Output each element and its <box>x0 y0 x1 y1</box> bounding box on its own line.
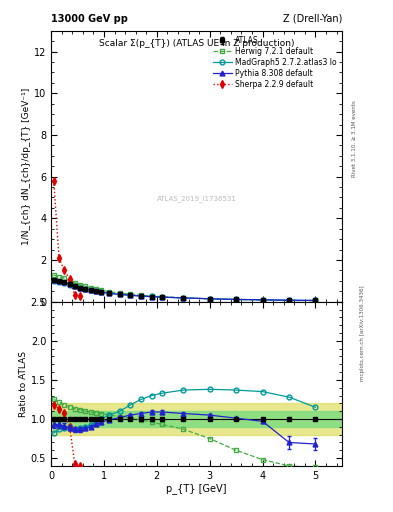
Bar <box>51 411 342 427</box>
MadGraph5 2.7.2.atlas3 lo <box>107 290 112 296</box>
Pythia 8.308 default <box>83 286 88 292</box>
Pythia 8.308 default <box>118 291 122 297</box>
Pythia 8.308 default <box>51 276 56 283</box>
Line: MadGraph5 2.7.2.atlas3 lo: MadGraph5 2.7.2.atlas3 lo <box>51 279 318 303</box>
MadGraph5 2.7.2.atlas3 lo <box>83 286 88 292</box>
Herwig 7.2.1 default <box>234 296 239 303</box>
Pythia 8.308 default <box>88 287 93 293</box>
Herwig 7.2.1 default <box>78 282 83 288</box>
Text: 13000 GeV pp: 13000 GeV pp <box>51 14 128 24</box>
Pythia 8.308 default <box>286 297 291 303</box>
MadGraph5 2.7.2.atlas3 lo <box>73 284 77 290</box>
MadGraph5 2.7.2.atlas3 lo <box>78 285 83 291</box>
MadGraph5 2.7.2.atlas3 lo <box>286 297 291 303</box>
Sherpa 2.2.9 default <box>57 255 61 261</box>
Herwig 7.2.1 default <box>128 291 133 297</box>
Herwig 7.2.1 default <box>62 275 67 282</box>
Herwig 7.2.1 default <box>51 272 56 278</box>
Text: ATLAS_2019_I1736531: ATLAS_2019_I1736531 <box>156 196 237 202</box>
Pythia 8.308 default <box>181 295 185 301</box>
Herwig 7.2.1 default <box>88 285 93 291</box>
MadGraph5 2.7.2.atlas3 lo <box>234 296 239 303</box>
Pythia 8.308 default <box>128 292 133 298</box>
X-axis label: p_{T} [GeV]: p_{T} [GeV] <box>166 483 227 495</box>
MadGraph5 2.7.2.atlas3 lo <box>260 297 265 303</box>
Line: Pythia 8.308 default: Pythia 8.308 default <box>51 278 318 303</box>
Herwig 7.2.1 default <box>139 292 143 298</box>
MadGraph5 2.7.2.atlas3 lo <box>149 293 154 300</box>
MadGraph5 2.7.2.atlas3 lo <box>118 291 122 297</box>
Herwig 7.2.1 default <box>160 293 165 300</box>
MadGraph5 2.7.2.atlas3 lo <box>67 282 72 288</box>
Text: Z (Drell-Yan): Z (Drell-Yan) <box>283 14 342 24</box>
Text: Scalar Σ(p_{T}) (ATLAS UE in Z production): Scalar Σ(p_{T}) (ATLAS UE in Z productio… <box>99 39 294 48</box>
Legend: ATLAS, Herwig 7.2.1 default, MadGraph5 2.7.2.atlas3 lo, Pythia 8.308 default, Sh: ATLAS, Herwig 7.2.1 default, MadGraph5 2… <box>211 34 338 90</box>
Text: mcplots.cern.ch [arXiv:1306.3436]: mcplots.cern.ch [arXiv:1306.3436] <box>360 285 365 380</box>
Pythia 8.308 default <box>78 285 83 291</box>
Pythia 8.308 default <box>160 294 165 300</box>
Sherpa 2.2.9 default <box>67 275 72 282</box>
Pythia 8.308 default <box>139 293 143 299</box>
Herwig 7.2.1 default <box>99 287 104 293</box>
Pythia 8.308 default <box>149 293 154 300</box>
MadGraph5 2.7.2.atlas3 lo <box>94 288 98 294</box>
MadGraph5 2.7.2.atlas3 lo <box>51 278 56 284</box>
Herwig 7.2.1 default <box>313 297 318 304</box>
MadGraph5 2.7.2.atlas3 lo <box>57 279 61 285</box>
Text: Rivet 3.1.10, ≥ 3.1M events: Rivet 3.1.10, ≥ 3.1M events <box>352 100 357 177</box>
Herwig 7.2.1 default <box>94 286 98 292</box>
Pythia 8.308 default <box>73 283 77 289</box>
Herwig 7.2.1 default <box>57 273 61 280</box>
Pythia 8.308 default <box>208 296 212 302</box>
Herwig 7.2.1 default <box>149 293 154 299</box>
Herwig 7.2.1 default <box>181 295 185 301</box>
Y-axis label: Ratio to ATLAS: Ratio to ATLAS <box>19 351 28 417</box>
Line: Sherpa 2.2.9 default: Sherpa 2.2.9 default <box>51 178 83 298</box>
MadGraph5 2.7.2.atlas3 lo <box>99 289 104 295</box>
Sherpa 2.2.9 default <box>51 178 56 184</box>
MadGraph5 2.7.2.atlas3 lo <box>88 287 93 293</box>
MadGraph5 2.7.2.atlas3 lo <box>128 292 133 298</box>
MadGraph5 2.7.2.atlas3 lo <box>160 294 165 300</box>
Herwig 7.2.1 default <box>73 280 77 286</box>
MadGraph5 2.7.2.atlas3 lo <box>62 280 67 286</box>
Pythia 8.308 default <box>313 297 318 304</box>
Sherpa 2.2.9 default <box>78 293 83 299</box>
Herwig 7.2.1 default <box>83 283 88 289</box>
Pythia 8.308 default <box>94 288 98 294</box>
Pythia 8.308 default <box>57 278 61 284</box>
Herwig 7.2.1 default <box>286 297 291 304</box>
Herwig 7.2.1 default <box>208 296 212 302</box>
MadGraph5 2.7.2.atlas3 lo <box>313 297 318 304</box>
Pythia 8.308 default <box>67 281 72 287</box>
Pythia 8.308 default <box>234 296 239 303</box>
Sherpa 2.2.9 default <box>73 292 77 298</box>
Sherpa 2.2.9 default <box>62 267 67 273</box>
Line: Herwig 7.2.1 default: Herwig 7.2.1 default <box>51 272 318 303</box>
Pythia 8.308 default <box>107 290 112 296</box>
Herwig 7.2.1 default <box>107 289 112 295</box>
Pythia 8.308 default <box>260 297 265 303</box>
Y-axis label: 1/N_{ch} dN_{ch}/dp_{T} [GeV⁻¹]: 1/N_{ch} dN_{ch}/dp_{T} [GeV⁻¹] <box>22 88 31 245</box>
MadGraph5 2.7.2.atlas3 lo <box>181 295 185 301</box>
Pythia 8.308 default <box>99 289 104 295</box>
Pythia 8.308 default <box>62 279 67 285</box>
Herwig 7.2.1 default <box>118 290 122 296</box>
Bar <box>51 403 342 435</box>
MadGraph5 2.7.2.atlas3 lo <box>208 296 212 302</box>
Herwig 7.2.1 default <box>260 297 265 303</box>
MadGraph5 2.7.2.atlas3 lo <box>139 293 143 299</box>
Herwig 7.2.1 default <box>67 278 72 284</box>
